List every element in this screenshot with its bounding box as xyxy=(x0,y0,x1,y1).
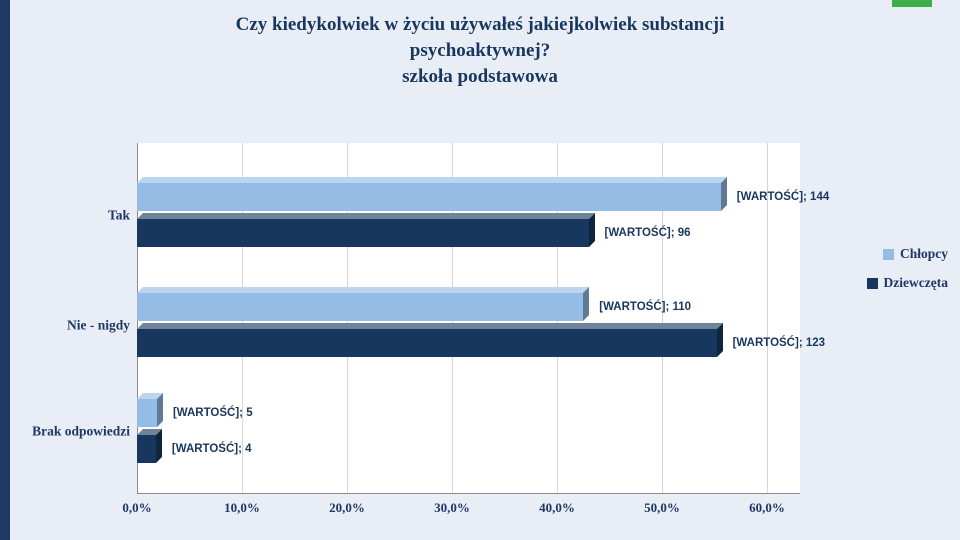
legend-label: Dziewczęta xyxy=(883,275,948,290)
x-tick-label: 40,0% xyxy=(539,500,575,515)
bar-value-label: [WARTOŚĆ]; 123 xyxy=(732,337,826,349)
x-tick-label: 50,0% xyxy=(644,500,680,515)
title-line-1: Czy kiedykolwiek w życiu używałeś jakiej… xyxy=(235,14,725,35)
bar-side-face xyxy=(155,429,162,463)
legend-swatch xyxy=(866,277,878,289)
bar-value-label: [WARTOŚĆ]; 144 xyxy=(736,191,830,203)
chart-title: Czy kiedykolwiek w życiu używałeś jakiej… xyxy=(90,12,870,90)
bar-top-face xyxy=(137,323,723,329)
bar-value-label: [WARTOŚĆ]; 96 xyxy=(604,227,691,239)
bar xyxy=(137,393,163,427)
title-line-2: psychoaktywnej? xyxy=(409,40,551,61)
legend-label: Chłopcy xyxy=(899,246,948,261)
left-accent-bar xyxy=(0,0,10,540)
bar-value-label: [WARTOŚĆ]; 4 xyxy=(171,443,252,455)
bar-top-face xyxy=(137,287,590,293)
bar xyxy=(137,177,727,211)
category-label: Nie - nigdy xyxy=(66,317,130,333)
bar-value-label: [WARTOŚĆ]; 110 xyxy=(599,301,692,313)
bar-value-label: [WARTOŚĆ]; 5 xyxy=(172,407,253,419)
gridline xyxy=(767,143,768,493)
category-label: Tak xyxy=(107,207,130,223)
bar xyxy=(137,213,595,247)
title-line-3: szkoła podstawowa xyxy=(402,66,558,87)
legend-item: Dziewczęta xyxy=(866,275,948,291)
x-tick-label: 10,0% xyxy=(224,500,260,515)
x-axis-line xyxy=(137,493,800,494)
bar-top-face xyxy=(137,213,595,219)
legend-swatch xyxy=(882,248,894,260)
bar xyxy=(137,429,162,463)
legend-item: Chłopcy xyxy=(867,246,948,262)
gridline xyxy=(662,143,663,493)
bar-side-face xyxy=(716,323,723,357)
bar xyxy=(137,287,590,321)
bar-side-face xyxy=(156,393,163,427)
bar xyxy=(137,323,723,357)
top-right-accent xyxy=(892,0,932,7)
category-label: Brak odpowiedzi xyxy=(32,423,130,439)
bar-side-face xyxy=(720,177,727,211)
x-tick-label: 0,0% xyxy=(122,500,152,515)
legend: Chłopcy Dziewczęta xyxy=(866,246,948,304)
x-tick-label: 20,0% xyxy=(329,500,365,515)
x-tick-label: 30,0% xyxy=(434,500,470,515)
bar-top-face xyxy=(137,177,727,183)
x-tick-label: 60,0% xyxy=(749,500,785,515)
bar-side-face xyxy=(588,213,595,247)
